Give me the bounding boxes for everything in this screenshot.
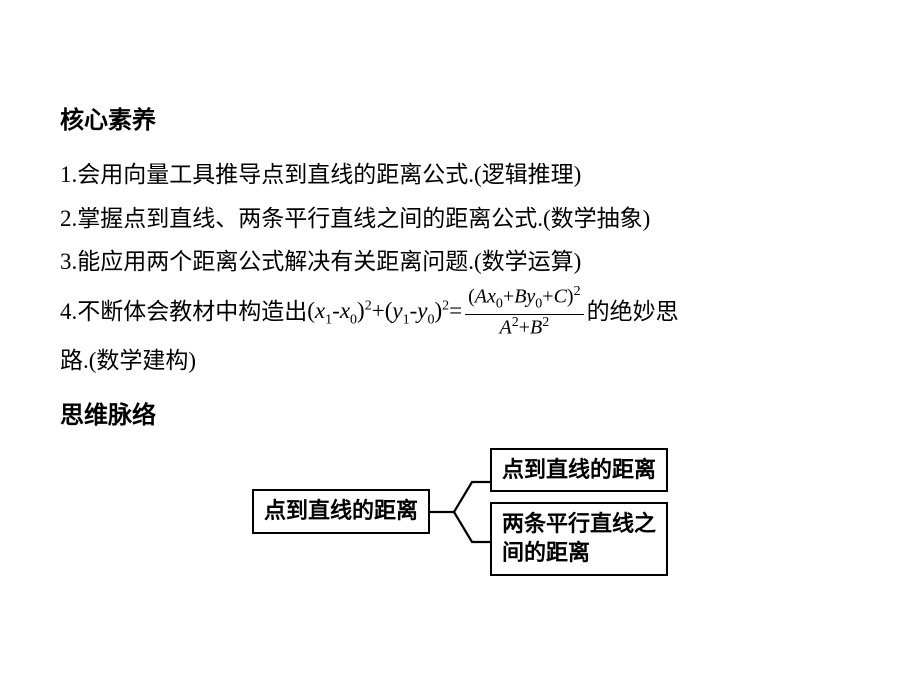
item-4-post: 的绝妙思 [587, 290, 679, 334]
formula-numerator: (Ax0+By0+C)2 [465, 284, 583, 314]
connector-icon [430, 470, 490, 554]
item-3: 3.能应用两个距离公式解决有关距离问题.(数学运算) [60, 240, 860, 284]
item-4-pre: 4.不断体会教材中构造出 [60, 290, 307, 334]
mindmap-diagram: 点到直线的距离 点到直线的距离 两条平行直线之 间的距离 [60, 448, 860, 576]
item-4: 4.不断体会教材中构造出 (x1-x0)2+(y1-y0)2= (Ax0+By0… [60, 284, 860, 339]
item-2: 2.掌握点到直线、两条平行直线之间的距离公式.(数学抽象) [60, 197, 860, 241]
node-right-2b: 间的距离 [502, 540, 590, 565]
right-column: 点到直线的距离 两条平行直线之 间的距离 [490, 448, 668, 576]
item-4-tail: 路.(数学建构) [60, 339, 860, 383]
heading-core: 核心素养 [60, 100, 860, 135]
formula-lhs: (x1-x0)2+(y1-y0)2= [307, 289, 462, 334]
formula-fraction: (Ax0+By0+C)2 A2+B2 [465, 284, 583, 339]
node-left: 点到直线的距离 [252, 489, 430, 534]
node-right-1: 点到直线的距离 [490, 448, 668, 493]
heading-mind: 思维脉络 [60, 395, 860, 430]
node-right-2a: 两条平行直线之 [502, 511, 656, 536]
formula-denominator: A2+B2 [465, 315, 583, 340]
item-1: 1.会用向量工具推导点到直线的距离公式.(逻辑推理) [60, 153, 860, 197]
node-right-2: 两条平行直线之 间的距离 [490, 502, 668, 575]
